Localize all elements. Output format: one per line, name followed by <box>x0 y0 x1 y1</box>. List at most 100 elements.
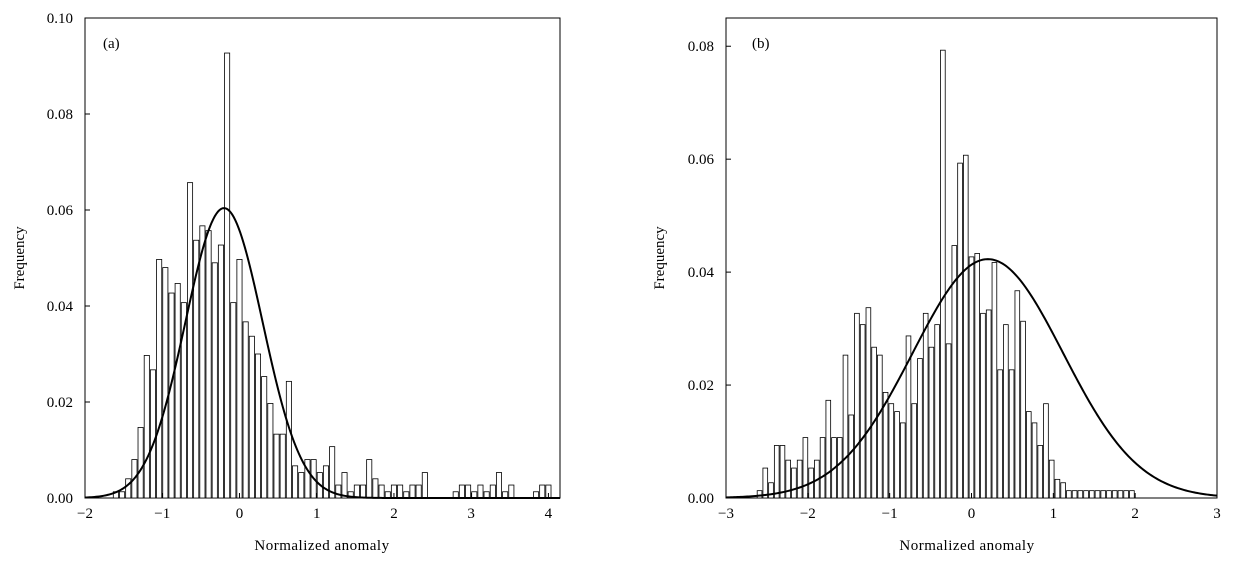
y-tick-label: 0.10 <box>47 11 73 27</box>
histogram-bar <box>489 484 496 499</box>
histogram-bar <box>854 312 860 499</box>
y-tick-label: 0.00 <box>47 491 73 507</box>
histogram-bar <box>224 52 231 499</box>
histogram-bar <box>928 346 935 499</box>
histogram-bar <box>236 259 243 499</box>
histogram-bar <box>335 484 342 499</box>
histogram-bar <box>187 182 194 499</box>
x-tick-label: −2 <box>800 506 816 522</box>
x-tick-label: 1 <box>313 506 321 522</box>
histogram-bar <box>174 283 181 499</box>
histogram-bar <box>267 403 274 499</box>
panel-a: −2 −1 0 1 2 3 4 0.00 0.02 0.04 0.06 0.08 0.10 (a) No… <box>12 11 561 554</box>
histogram-bar <box>329 446 336 499</box>
histogram-bar <box>796 459 803 499</box>
histogram-bar <box>1014 290 1021 499</box>
histogram-bar <box>1077 490 1084 499</box>
y-tick-label: 0.06 <box>688 152 715 168</box>
histogram-bar <box>230 302 237 499</box>
histogram-bars <box>112 52 552 499</box>
y-tick-label: 0.04 <box>47 299 74 315</box>
histogram-bar <box>322 465 329 499</box>
histogram-bar <box>199 225 206 499</box>
histogram-bar <box>1123 490 1129 499</box>
histogram-bar <box>802 437 809 499</box>
histogram-bar <box>951 245 958 499</box>
histogram-bar <box>508 484 515 499</box>
histogram-bar <box>900 422 906 499</box>
y-tick-label: 0.06 <box>47 203 74 219</box>
histogram-bar <box>347 491 354 499</box>
histogram-bar <box>255 353 261 499</box>
x-tick-label: 0 <box>236 506 244 522</box>
normal-fit-curve <box>84 207 560 499</box>
histogram-bar <box>762 467 769 499</box>
histogram-bar <box>285 380 292 499</box>
histogram-bar <box>980 312 986 499</box>
histogram-bar <box>819 437 826 499</box>
y-axis-label: Frequency <box>12 226 28 290</box>
histogram-bar <box>1129 490 1135 499</box>
x-tick-label: 2 <box>1131 506 1139 522</box>
y-tick-label: 0.00 <box>688 491 714 507</box>
histogram-bar <box>273 433 280 499</box>
histogram-bar <box>756 490 763 499</box>
histogram-bar <box>279 433 286 499</box>
histogram-bar <box>1008 369 1015 499</box>
histogram-bar <box>298 472 305 499</box>
histogram-bar <box>877 354 883 499</box>
histogram-bar <box>125 478 132 499</box>
axis-ticks: −3 −2 −1 0 1 2 3 0.00 0.02 0.04 0.06 0.08 <box>688 39 1221 522</box>
histogram-bar <box>779 445 786 499</box>
histogram-bar <box>842 354 849 499</box>
histogram-bar <box>156 259 163 499</box>
histogram-bar <box>934 324 940 499</box>
histogram-bar <box>773 445 780 499</box>
histogram-bar <box>963 154 969 499</box>
histogram-bar <box>917 358 923 499</box>
panel-label: (a) <box>103 36 120 52</box>
histogram-bar <box>848 414 854 499</box>
histogram-bar <box>360 484 367 499</box>
histogram-bar <box>836 437 843 499</box>
x-tick-label: 3 <box>467 506 475 522</box>
histogram-bar <box>495 472 502 499</box>
histogram-bar <box>785 459 791 499</box>
histogram-bar <box>1094 490 1101 499</box>
histogram-bar <box>1026 411 1032 499</box>
histogram-bar <box>242 321 249 499</box>
histogram-bar <box>137 427 144 499</box>
histogram-bar <box>791 467 797 499</box>
histogram-bar <box>1060 482 1066 499</box>
histogram-bar <box>940 49 946 499</box>
histogram-bar <box>1089 490 1095 499</box>
histogram-bar <box>922 312 929 499</box>
y-tick-label: 0.02 <box>688 378 714 394</box>
histogram-bar <box>143 355 150 499</box>
histogram-bar <box>366 459 373 499</box>
histogram-bar <box>1117 490 1124 499</box>
axis-ticks: −2 −1 0 1 2 3 4 0.00 0.02 0.04 0.06 0.08 0.10 <box>47 11 553 522</box>
histogram-bar <box>945 343 952 499</box>
histogram-bar <box>353 484 360 499</box>
x-tick-label: −2 <box>77 506 93 522</box>
histogram-bar <box>1100 490 1107 499</box>
histogram-bar <box>882 391 889 499</box>
y-tick-label: 0.02 <box>47 395 73 411</box>
histogram-bar <box>341 472 348 499</box>
histogram-bar <box>888 403 895 499</box>
histogram-bar <box>1031 422 1038 499</box>
histogram-bar <box>415 484 422 499</box>
y-axis-label: Frequency <box>652 226 668 290</box>
y-tick-label: 0.08 <box>47 107 73 123</box>
x-tick-label: −1 <box>882 506 898 522</box>
y-tick-label: 0.04 <box>688 265 715 281</box>
histogram-bar <box>119 491 126 499</box>
histogram-bar <box>1111 490 1118 499</box>
histogram-bar <box>248 335 255 499</box>
histogram-bar <box>149 369 156 499</box>
histogram-bar <box>458 484 465 499</box>
histogram-bar <box>968 256 975 499</box>
histogram-bar <box>1106 490 1112 499</box>
